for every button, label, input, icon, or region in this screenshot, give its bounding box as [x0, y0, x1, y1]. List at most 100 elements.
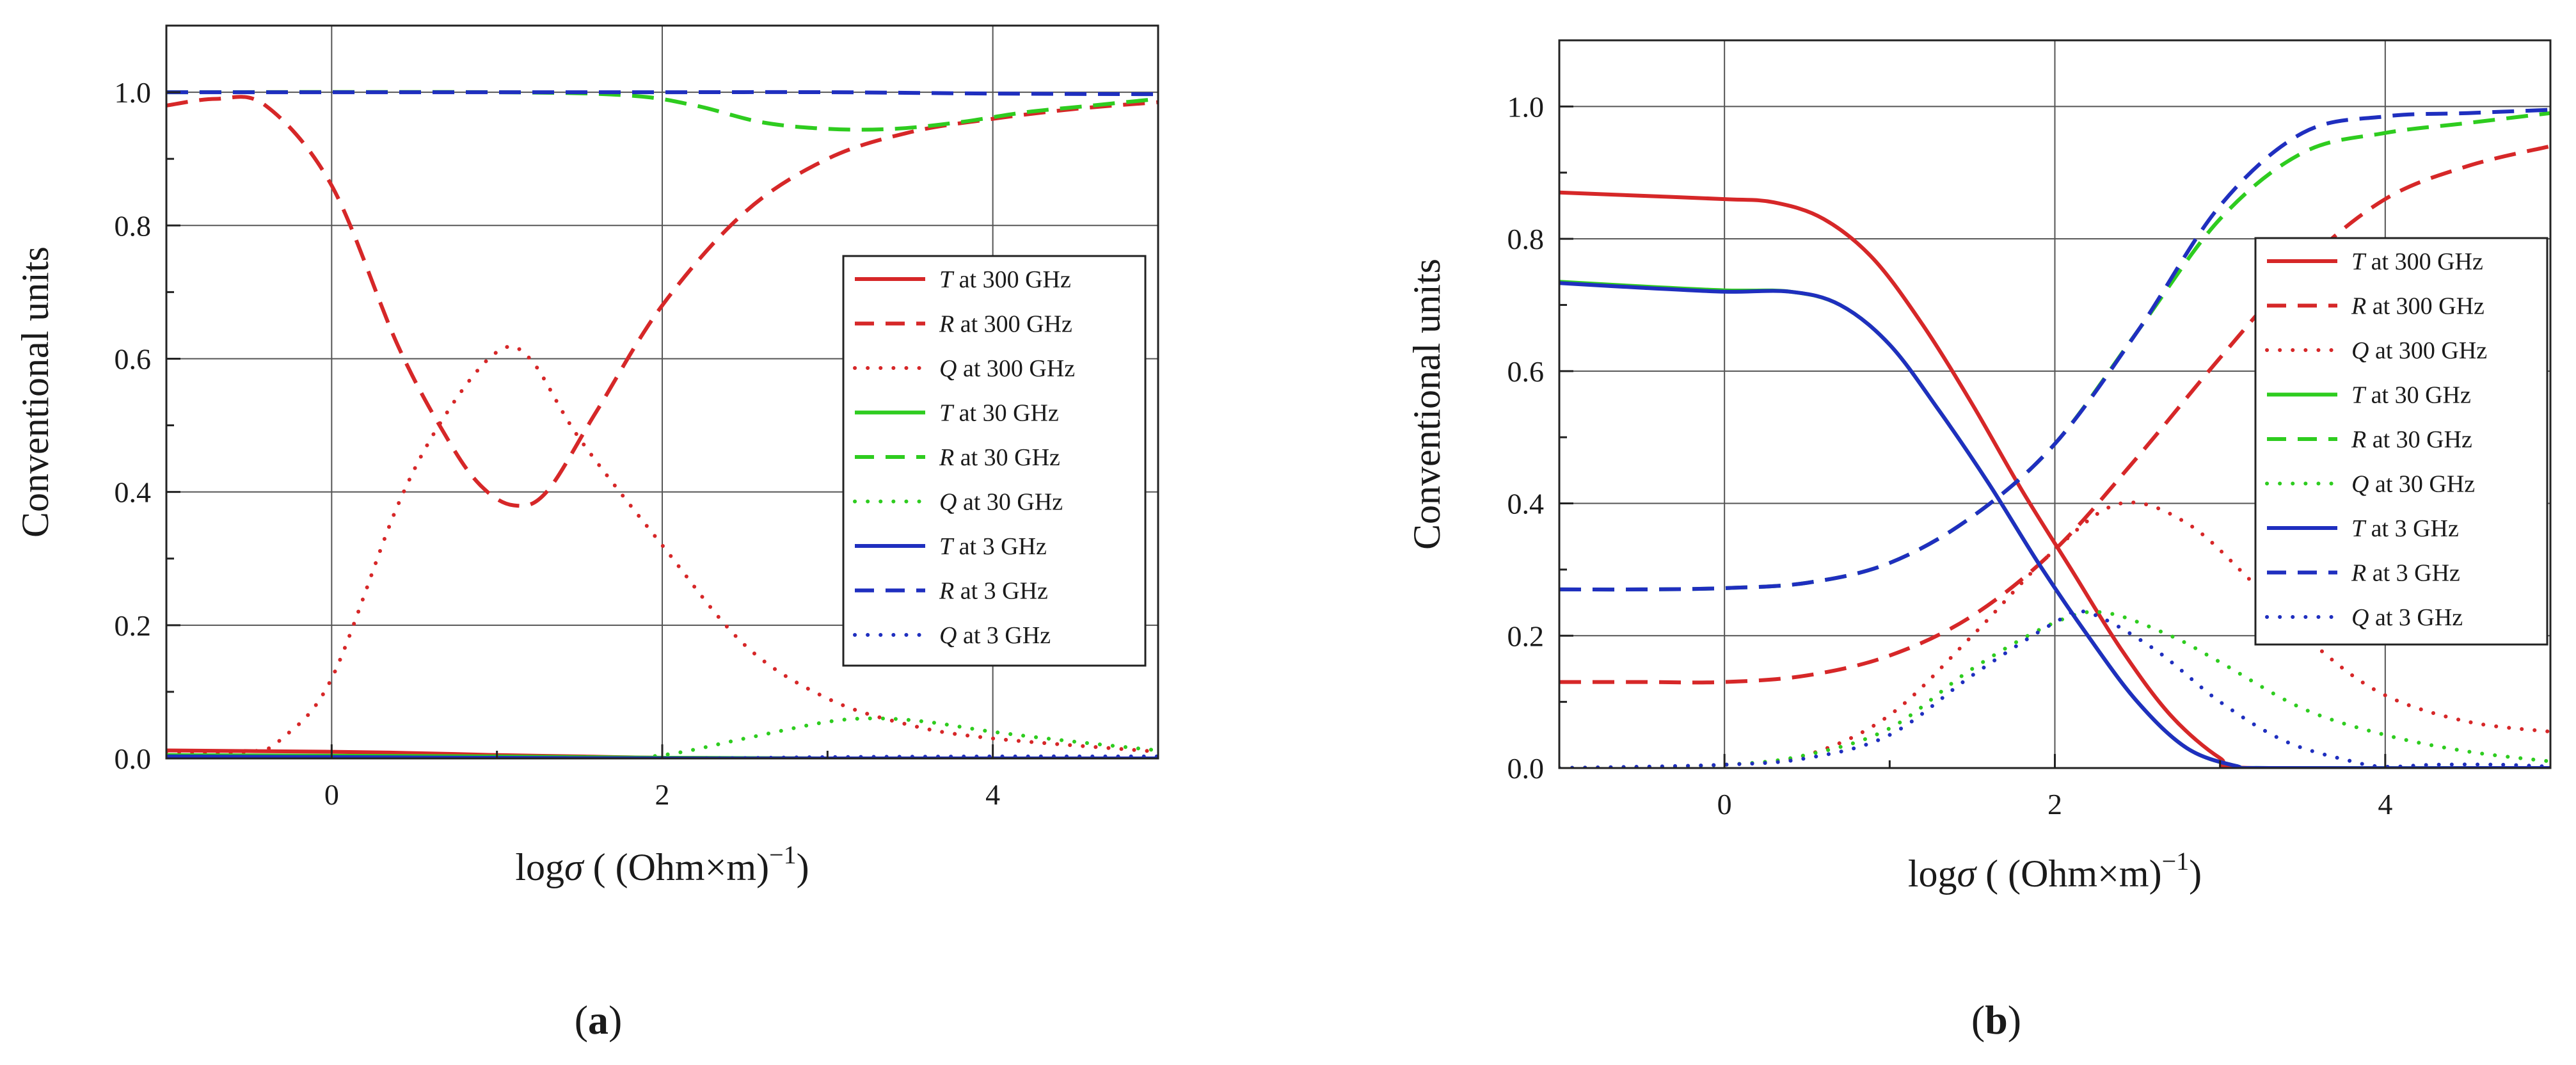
y-tick-label: 0.0 [115, 742, 152, 775]
x-axis-title-symbol: σ [564, 846, 585, 888]
legend-entry: Q at 3 GHz [2351, 604, 2463, 631]
panel-caption: (a) [575, 997, 623, 1043]
series-line-r-at-3-ghz [1559, 108, 2550, 592]
legend-entry-symbol: T [2351, 248, 2367, 275]
legend-entry: R at 30 GHz [939, 444, 1060, 471]
legend-entry-label: at 300 GHz [2366, 293, 2485, 320]
panel-caption-open: ( [575, 997, 588, 1043]
legend-entry-label: at 3 GHz [2366, 560, 2460, 587]
legend-entry-label: at 30 GHz [2366, 426, 2472, 453]
legend-entry-label: at 300 GHz [953, 266, 1071, 293]
panel-caption-close: ) [608, 997, 622, 1043]
legend-entry-label: at 30 GHz [954, 444, 1060, 471]
legend-entry-label: at 3 GHz [2365, 515, 2459, 542]
y-tick-label: 1.0 [115, 76, 152, 109]
panel-caption: (b) [1971, 997, 2021, 1043]
legend-entry-symbol: Q [2351, 471, 2369, 498]
legend-entry-symbol: R [2351, 426, 2366, 453]
panel-caption-open: ( [1971, 997, 1985, 1043]
chart-panel-a: 0.0 0.2 0.4 0.6 0.8 1.0 0 2 4 Conventional units l… [0, 0, 1228, 1065]
y-tick-label: 0.6 [115, 342, 152, 375]
x-axis-title-prefix: log [1908, 853, 1957, 895]
legend-entry-label: at 300 GHz [954, 311, 1072, 338]
panel-caption-letter: b [1985, 997, 2008, 1043]
x-axis-title-units: ( (Ohm×m) [1976, 853, 2161, 895]
legend-entry-label: at 300 GHz [957, 355, 1075, 382]
legend-entry: T at 30 GHz [939, 400, 1059, 427]
legend-entry-label: at 3 GHz [954, 578, 1048, 605]
legend-entry-label: at 30 GHz [957, 489, 1063, 516]
x-axis-title-exponent: −1 [2162, 847, 2190, 876]
y-tick-label: 1.0 [1507, 90, 1545, 123]
series-line-q-at-30-ghz [166, 716, 1158, 758]
y-tick-label: 0.2 [1507, 620, 1545, 652]
legend-entry: Q at 300 GHz [939, 355, 1075, 382]
series-line-r-at-300-ghz [1559, 144, 2550, 685]
legend-entry: T at 300 GHz [2351, 248, 2483, 275]
x-axis-title-exponent: −1 [769, 840, 797, 869]
legend-entry: R at 3 GHz [939, 578, 1048, 605]
series-line-r-at-30-ghz [166, 90, 1158, 132]
panel-caption-letter: a [588, 997, 608, 1043]
y-tick-label: 0.6 [1507, 355, 1545, 388]
legend-entry-label: at 3 GHz [957, 622, 1051, 649]
series-line-q-at-3-ghz [1559, 609, 2550, 768]
x-tick-label: 4 [2378, 788, 2392, 821]
legend-entry-symbol: R [939, 311, 954, 338]
legend-entry-symbol: R [939, 444, 954, 471]
legend-entry: Q at 3 GHz [939, 622, 1051, 649]
legend-entry: T at 3 GHz [939, 533, 1047, 560]
y-axis-title: Conventional units [14, 246, 56, 538]
y-tick-label: 0.8 [1507, 223, 1545, 255]
legend-entry: Q at 30 GHz [939, 489, 1063, 516]
panel-caption-close: ) [2008, 997, 2021, 1043]
legend-entry: Q at 30 GHz [2351, 471, 2475, 498]
legend-entry-symbol: Q [2351, 604, 2369, 631]
legend-entry-symbol: T [939, 266, 955, 293]
legend-entry-symbol: Q [939, 622, 957, 649]
legend-entry-symbol: Q [939, 489, 957, 516]
legend-entry-symbol: R [2351, 293, 2366, 320]
y-tick-label: 0.0 [1507, 752, 1545, 785]
legend-entry-symbol: Q [2351, 337, 2369, 364]
legend-entry-label: at 3 GHz [953, 533, 1047, 560]
legend-entry-label: at 30 GHz [2369, 471, 2475, 498]
x-tick-label: 0 [1717, 788, 1732, 821]
chart-b-svg: 0.0 0.2 0.4 0.6 0.8 1.0 0 2 4 Conventional units l… [1406, 39, 2552, 1043]
series-line-q-at-300-ghz [1559, 500, 2550, 768]
legend-entry-symbol: T [939, 400, 955, 427]
legend-entry-symbol: R [939, 578, 954, 605]
legend-entry-symbol: T [2351, 515, 2367, 542]
legend-entry-symbol: R [2351, 560, 2366, 587]
legend-entry: T at 300 GHz [939, 266, 1071, 293]
legend-entry-symbol: T [939, 533, 955, 560]
chart-a-svg: 0.0 0.2 0.4 0.6 0.8 1.0 0 2 4 Conventional units l… [14, 24, 1159, 1043]
x-axis-title-units: ( (Ohm×m) [584, 846, 769, 888]
x-axis-title-suffix: ) [2189, 853, 2202, 895]
series-line-q-at-300-ghz [166, 344, 1158, 755]
legend-entry-symbol: Q [939, 355, 957, 382]
legend-entry: T at 3 GHz [2351, 515, 2459, 542]
legend-entry-label: at 30 GHz [953, 400, 1059, 427]
y-tick-label: 0.4 [115, 476, 152, 509]
x-tick-label: 4 [985, 778, 1000, 811]
legend-entry-symbol: T [2351, 382, 2367, 409]
legend-entry: R at 30 GHz [2351, 426, 2472, 453]
legend-entry-label: at 3 GHz [2369, 604, 2463, 631]
x-tick-label: 2 [655, 778, 670, 811]
x-axis-title: logσ ( (Ohm×m)−1) [1908, 847, 2202, 895]
series-line-q-at-3-ghz [166, 754, 1158, 758]
x-tick-label: 2 [2047, 788, 2062, 821]
y-tick-label: 0.4 [1507, 488, 1545, 520]
legend-entry-label: at 300 GHz [2369, 337, 2487, 364]
legend-entry: T at 30 GHz [2351, 382, 2471, 409]
legend-entry: R at 300 GHz [939, 311, 1072, 338]
y-axis-title: Conventional units [1406, 259, 1448, 550]
y-tick-label: 0.8 [115, 209, 152, 242]
x-axis-title-prefix: log [515, 846, 564, 888]
legend-entry: Q at 300 GHz [2351, 337, 2487, 364]
x-axis-title: logσ ( (Ohm×m)−1) [515, 840, 809, 888]
x-axis-title-symbol: σ [1957, 853, 1978, 895]
x-axis-title-suffix: ) [797, 846, 809, 888]
chart-panel-b: 0.0 0.2 0.4 0.6 0.8 1.0 0 2 4 Conventional units l… [1395, 0, 2576, 1065]
